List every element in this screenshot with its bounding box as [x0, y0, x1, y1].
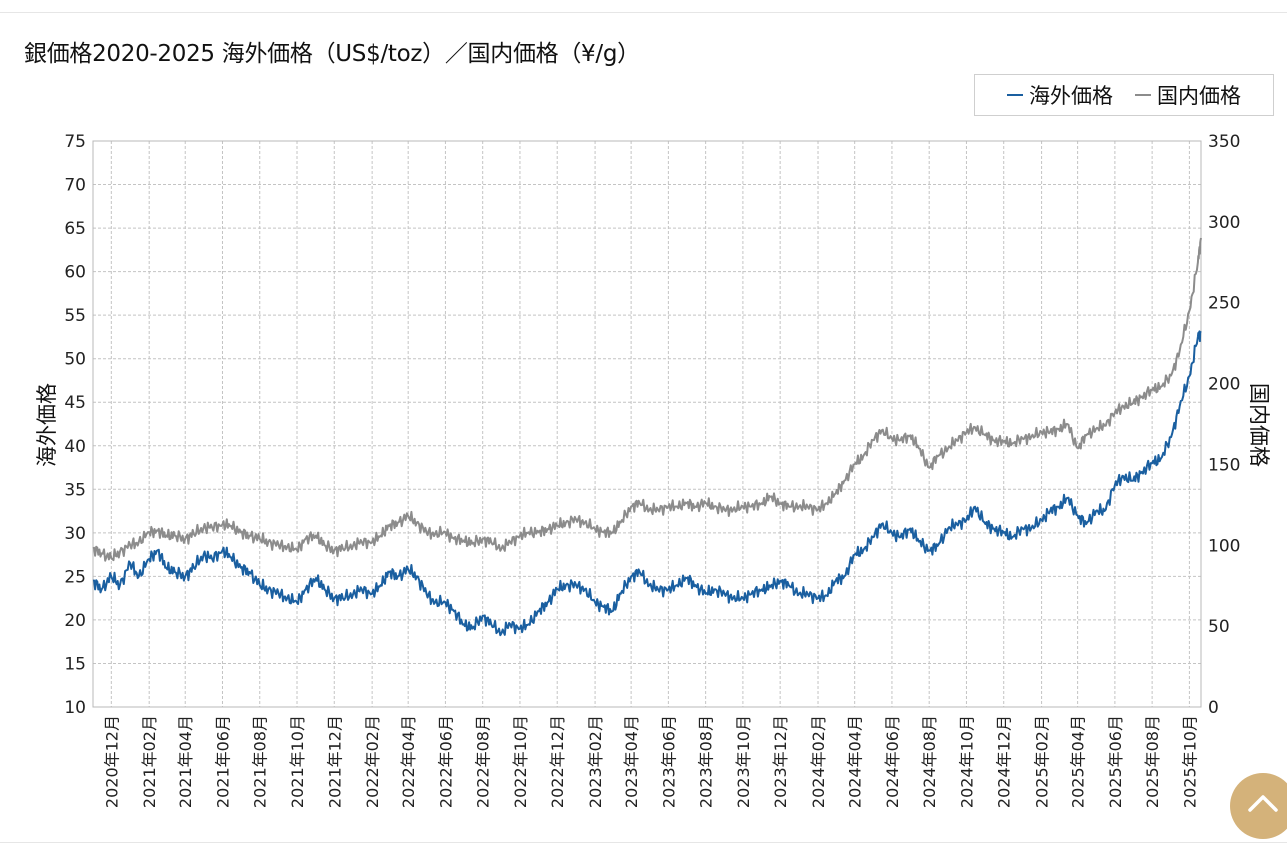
- y-left-tick-label: 15: [64, 654, 86, 674]
- x-tick-label: 2023年06月: [659, 715, 678, 808]
- x-tick-label: 2024年08月: [920, 715, 939, 808]
- y-axis-left-title: 海外価格: [35, 383, 59, 467]
- x-tick-label: 2025年02月: [1033, 715, 1052, 808]
- x-tick-label: 2025年10月: [1180, 715, 1199, 808]
- x-tick-label: 2023年04月: [622, 715, 641, 808]
- x-tick-label: 2024年04月: [846, 715, 865, 808]
- y-axis-left-ticks: 10 15 20 25 30 35 40 45 50 55 60 65 70 75: [64, 132, 86, 718]
- y-left-tick-label: 35: [64, 480, 86, 500]
- x-tick-label: 2021年10月: [288, 715, 307, 808]
- legend-swatch-overseas: [1007, 94, 1023, 96]
- x-tick-label: 2023年08月: [697, 715, 716, 808]
- x-tick-label: 2025年06月: [1106, 715, 1125, 808]
- x-tick-label: 2022年02月: [363, 715, 382, 808]
- x-tick-label: 2024年10月: [957, 715, 976, 808]
- x-tick-label: 2024年12月: [995, 715, 1014, 808]
- y-right-tick-label: 150: [1208, 455, 1240, 475]
- x-tick-label: 2022年04月: [399, 715, 418, 808]
- y-left-tick-label: 55: [64, 306, 86, 326]
- x-tick-label: 2022年12月: [548, 715, 567, 808]
- chart-legend: 海外価格 国内価格: [974, 74, 1274, 116]
- x-tick-label: 2021年12月: [325, 715, 344, 808]
- plot-area-frame: [92, 140, 1202, 708]
- legend-item-overseas[interactable]: 海外価格: [1007, 80, 1113, 110]
- y-axis-right-title: 国内価格: [1247, 383, 1271, 467]
- y-left-tick-label: 65: [64, 219, 86, 239]
- x-tick-label: 2023年12月: [771, 715, 790, 808]
- chart-title: 銀価格2020-2025 海外価格（US$/toz）／国内価格（¥/g）: [24, 41, 640, 67]
- x-axis-ticks: 2020年12月 2021年02月 2021年04月 2021年06月 2021年08月…: [102, 715, 1199, 808]
- x-tick-label: 2025年08月: [1143, 715, 1162, 808]
- x-tick-label: 2024年02月: [809, 715, 828, 808]
- y-right-tick-label: 100: [1208, 536, 1240, 556]
- y-left-tick-label: 75: [64, 132, 86, 152]
- x-tick-label: 2022年06月: [436, 715, 455, 808]
- x-tick-label: 2023年02月: [586, 715, 605, 808]
- top-divider: [0, 12, 1287, 13]
- grid-lines: [93, 140, 1201, 708]
- y-right-tick-label: 300: [1208, 213, 1240, 233]
- y-left-tick-label: 70: [64, 176, 86, 196]
- y-left-tick-label: 30: [64, 524, 86, 544]
- chevron-up-icon: [1248, 795, 1278, 812]
- y-right-tick-label: 50: [1208, 617, 1230, 637]
- x-tick-label: 2025年04月: [1069, 715, 1088, 808]
- legend-label-overseas: 海外価格: [1029, 84, 1113, 108]
- legend-swatch-domestic: [1135, 94, 1151, 96]
- y-right-tick-label: 200: [1208, 375, 1240, 395]
- legend-label-domestic: 国内価格: [1157, 84, 1241, 108]
- scroll-to-top-button[interactable]: [1230, 773, 1287, 839]
- y-right-tick-label: 250: [1208, 294, 1240, 314]
- x-tick-label: 2021年06月: [213, 715, 232, 808]
- y-left-tick-label: 40: [64, 437, 86, 457]
- y-left-tick-label: 20: [64, 611, 86, 631]
- x-tick-label: 2020年12月: [102, 715, 121, 808]
- y-axis-right-ticks: 0 50 100 150 200 250 300 350: [1208, 132, 1240, 718]
- series-lines: [92, 237, 1202, 637]
- y-right-tick-label: 0: [1208, 698, 1219, 718]
- series-line-overseas: [92, 330, 1202, 637]
- y-right-tick-label: 350: [1208, 132, 1240, 152]
- x-tick-label: 2023年10月: [734, 715, 753, 808]
- x-tick-label: 2021年08月: [251, 715, 270, 808]
- x-tick-label: 2021年02月: [140, 715, 159, 808]
- x-tick-label: 2022年08月: [474, 715, 493, 808]
- legend-item-domestic[interactable]: 国内価格: [1135, 80, 1241, 110]
- y-left-tick-label: 45: [64, 393, 86, 413]
- y-left-tick-label: 50: [64, 350, 86, 370]
- x-tick-label: 2024年06月: [883, 715, 902, 808]
- y-left-tick-label: 60: [64, 263, 86, 283]
- y-left-tick-label: 10: [64, 698, 86, 718]
- x-tick-label: 2021年04月: [176, 715, 195, 808]
- y-left-tick-label: 25: [64, 567, 86, 587]
- bottom-divider: [0, 842, 1287, 843]
- series-line-domestic: [92, 237, 1202, 562]
- x-tick-label: 2022年10月: [511, 715, 530, 808]
